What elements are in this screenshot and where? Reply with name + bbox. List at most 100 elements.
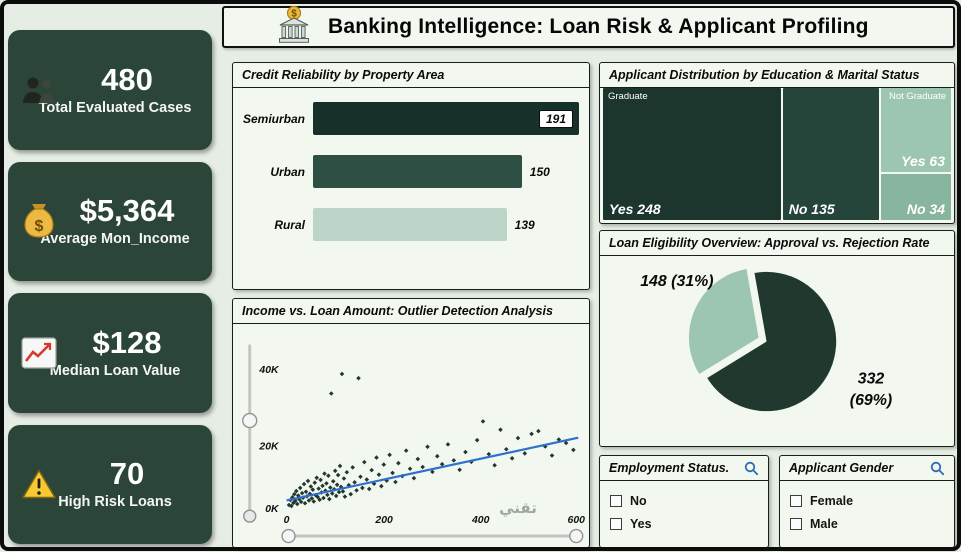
scatter-point: [369, 467, 374, 473]
kpi-card-3[interactable]: 70 High Risk Loans: [8, 424, 212, 544]
scatter-point: [333, 493, 339, 499]
scatter-point: [310, 487, 316, 492]
bar-chart-rows: Semiurban 191 Urban 150 Rural 139: [233, 88, 589, 241]
people-icon: [19, 75, 59, 105]
scatter-point: [536, 428, 541, 434]
trend-line: [286, 436, 579, 502]
kpi-label: Average Mon_Income: [40, 231, 190, 248]
scatter-point: [294, 501, 300, 507]
scatter-point: [332, 468, 338, 474]
scatter-point: [339, 371, 345, 377]
treemap-block-not-graduate-yes[interactable]: Not Graduate Yes 63: [881, 88, 951, 173]
scatter-point: [312, 480, 318, 485]
scatter-point: [330, 479, 336, 484]
checkbox[interactable]: [610, 494, 622, 507]
filter-option-female[interactable]: Female: [790, 489, 944, 512]
kpi-card-0[interactable]: 480 Total Evaluated Cases: [8, 30, 212, 150]
y-slider-handle-upper[interactable]: [242, 412, 258, 429]
scatter-point: [492, 462, 497, 468]
filter-title: Employment Status.: [609, 461, 730, 475]
scatter-point: [286, 502, 292, 508]
bar-urban[interactable]: 150: [313, 155, 550, 188]
bar-track: 191: [313, 102, 579, 135]
search-icon[interactable]: [744, 461, 759, 479]
x-tick-label: 600: [568, 515, 586, 526]
bar-value-label: 139: [514, 217, 535, 232]
panel-title: Loan Eligibility Overview: Approval vs. …: [600, 231, 954, 256]
treemap-value-label: Yes 63: [901, 153, 945, 170]
pie-slice-rejected[interactable]: [707, 271, 837, 412]
bar-category-label: Semiurban: [242, 111, 305, 126]
kpi-column: 480 Total Evaluated Cases $ $5,364 Average M…: [8, 30, 212, 544]
svg-text:$: $: [291, 8, 297, 19]
x-slider-handle-right[interactable]: [569, 528, 584, 544]
checkbox[interactable]: [790, 494, 802, 507]
bar-category-label: Rural: [274, 217, 305, 232]
scatter-point: [420, 464, 425, 470]
scatter-point: [301, 481, 307, 487]
scatter-point: [329, 491, 335, 496]
scatter-point: [387, 452, 392, 458]
scatter-point: [293, 498, 298, 504]
scatter-point: [322, 471, 327, 476]
checkbox-label: Female: [810, 493, 854, 508]
bar-rural[interactable]: 139: [313, 208, 535, 241]
scatter-point: [480, 419, 486, 424]
filter-option-yes[interactable]: Yes: [610, 512, 758, 535]
scatter-point: [352, 480, 357, 485]
scatter-point: [430, 469, 435, 475]
filter-option-no[interactable]: No: [610, 489, 758, 512]
kpi-value: $5,364: [79, 193, 175, 229]
treemap-value-label: No 135: [788, 201, 835, 217]
filter-option-male[interactable]: Male: [790, 512, 944, 535]
x-slider-handle-left[interactable]: [281, 528, 296, 544]
scatter-point: [434, 453, 440, 459]
treemap-block-graduate-yes[interactable]: Graduate Yes 248: [603, 88, 781, 220]
filter-title: Applicant Gender: [789, 461, 894, 475]
kpi-card-1[interactable]: $ $5,364 Average Mon_Income: [8, 161, 212, 281]
scatter-point: [549, 453, 555, 458]
panel-education-marital: Applicant Distribution by Education & Ma…: [599, 62, 955, 224]
scatter-point: [325, 492, 330, 498]
scatter-point: [396, 460, 401, 466]
treemap-block-graduate-no[interactable]: No 135: [782, 88, 880, 220]
scatter-point: [305, 478, 311, 484]
panel-income-loan-scatter: Income vs. Loan Amount: Outlier Detectio…: [232, 298, 590, 548]
scatter-point: [486, 451, 492, 457]
scatter-point: [303, 489, 309, 495]
scatter-point: [320, 483, 325, 489]
checkbox[interactable]: [610, 517, 622, 530]
scatter-point: [306, 498, 312, 503]
scatter-point: [439, 461, 445, 467]
bank-icon: $: [274, 5, 314, 50]
scatter-point: [354, 488, 359, 493]
scatter-point: [342, 494, 348, 499]
x-tick-label: 0: [284, 515, 290, 526]
checkbox[interactable]: [790, 517, 802, 530]
panel-title: Applicant Distribution by Education & Ma…: [600, 63, 954, 88]
scatter-point: [348, 491, 354, 497]
scatter-point: [366, 486, 372, 492]
y-slider-handle-lower[interactable]: [243, 509, 257, 523]
treemap-column-not-graduate: Not Graduate Yes 63 No 34: [881, 88, 951, 220]
scatter-point: [371, 481, 377, 487]
pie-label-approved: 148 (31%): [640, 273, 713, 290]
pie-slice-approved[interactable]: [688, 268, 759, 375]
treemap-block-not-graduate-no[interactable]: No 34: [881, 174, 951, 220]
scatter-point: [318, 477, 323, 483]
scatter-point: [374, 455, 379, 460]
search-icon[interactable]: [930, 461, 945, 479]
scatter-point: [390, 470, 395, 476]
scatter-point: [340, 489, 346, 494]
scatter-point: [415, 456, 421, 462]
page-title: Banking Intelligence: Loan Risk & Applic…: [328, 15, 869, 38]
bar-semiurban[interactable]: 191: [313, 102, 579, 135]
scatter-point: [509, 456, 515, 461]
scatter-point: [296, 496, 302, 502]
scatter-point: [344, 469, 350, 475]
kpi-card-2[interactable]: $128 Median Loan Value: [8, 293, 212, 413]
panel-filter-employment-status: Employment Status. No Yes: [599, 455, 769, 548]
treemap-value-label: Yes 248: [609, 201, 661, 217]
kpi-value: 480: [101, 61, 153, 97]
bar-track: 150: [313, 155, 579, 188]
